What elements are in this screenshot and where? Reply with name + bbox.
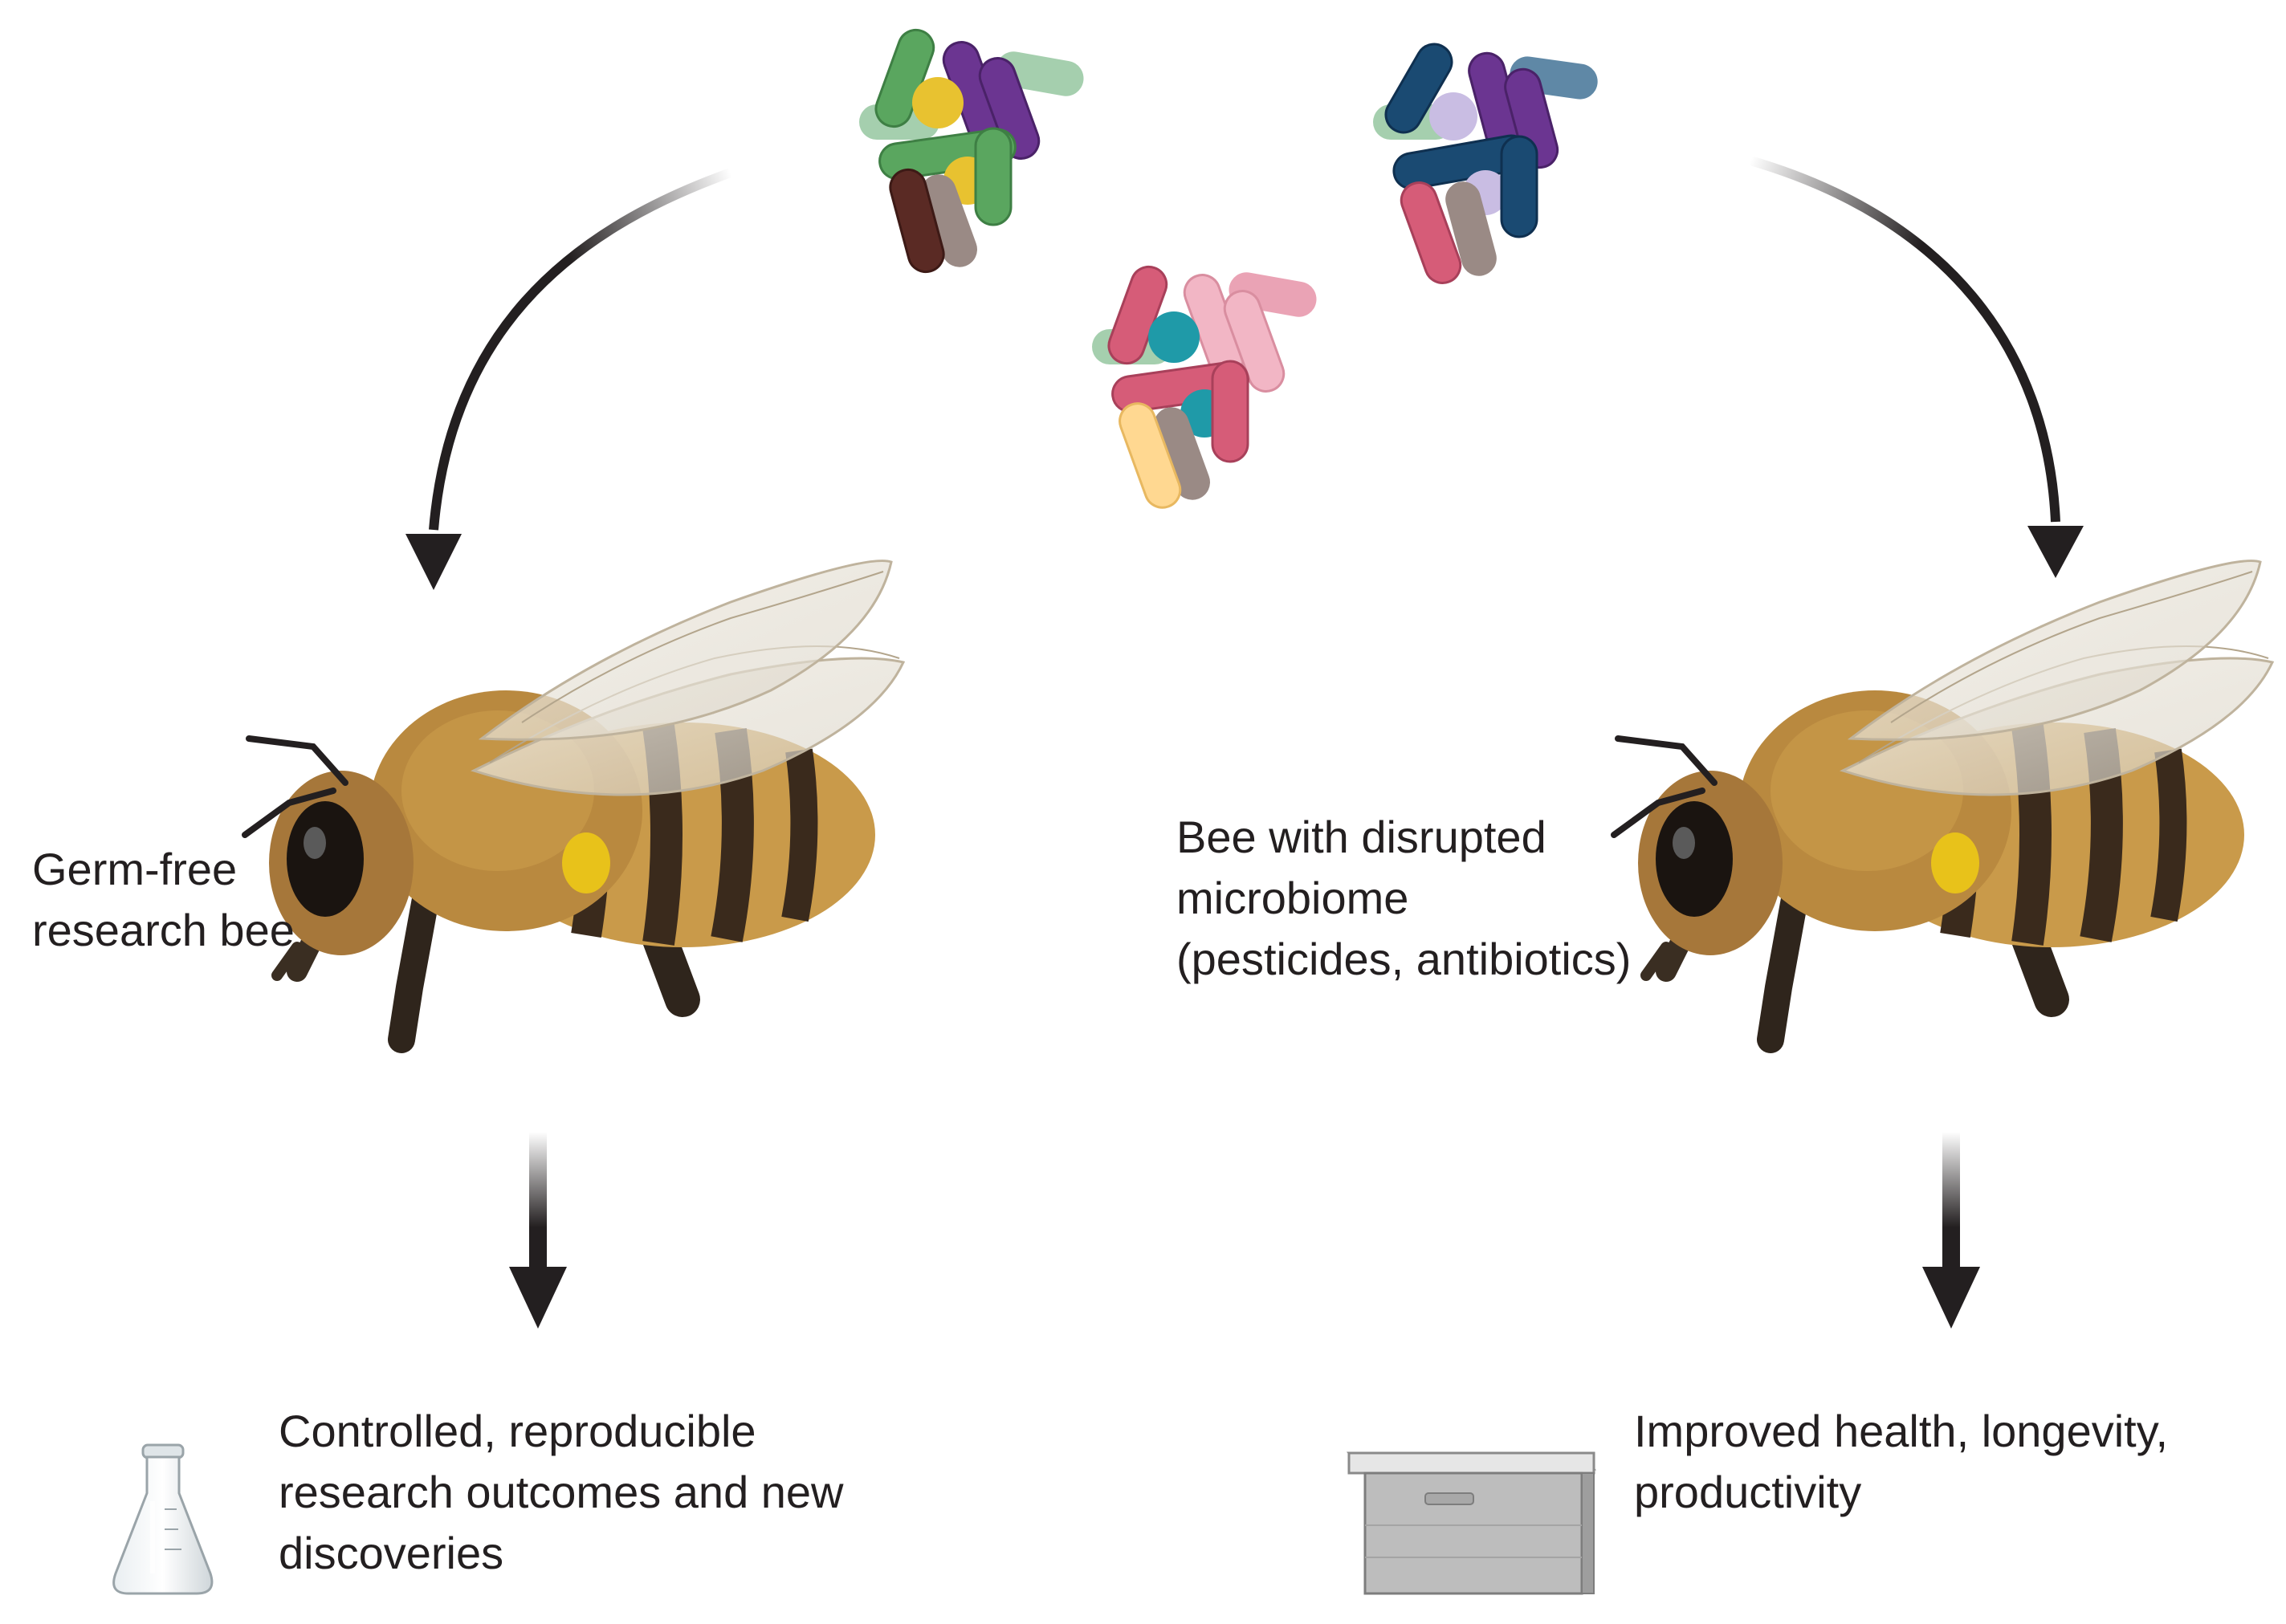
- label-line: discoveries: [279, 1528, 504, 1578]
- germ-free-bee-label: Germ-free research bee: [32, 839, 295, 961]
- health-outcome-label: Improved health, longevity, productivity: [1634, 1401, 2168, 1523]
- label-line: Controlled, reproducible: [279, 1406, 756, 1456]
- research-outcome-label: Controlled, reproducible research outcom…: [279, 1401, 844, 1584]
- disrupted-microbiome-bee-illustration: [1614, 561, 2272, 1040]
- germ-free-bee-illustration: [245, 561, 903, 1040]
- label-line: Bee with disrupted: [1176, 812, 1546, 862]
- label-line: research outcomes and new: [279, 1467, 844, 1517]
- bacteria-cluster-pink-teal: [1092, 265, 1317, 509]
- label-line: productivity: [1634, 1467, 1862, 1517]
- bacteria-cluster-blue-purple: [1373, 43, 1598, 284]
- label-line: Improved health, longevity,: [1634, 1406, 2169, 1456]
- disrupted-microbiome-bee-label: Bee with disrupted microbiome (pesticide…: [1176, 807, 1631, 990]
- label-line: microbiome: [1176, 873, 1409, 923]
- flask-icon: [112, 1443, 214, 1595]
- label-line: (pesticides, antibiotics): [1176, 934, 1632, 984]
- curved-arrow-right: [1749, 156, 2084, 578]
- down-arrow-right: [1922, 1132, 1980, 1329]
- beehive-box-icon: [1347, 1451, 1596, 1595]
- label-line: research bee: [32, 905, 295, 955]
- down-arrow-left: [509, 1132, 567, 1329]
- label-line: Germ-free: [32, 844, 238, 894]
- curved-arrow-left: [405, 168, 733, 590]
- bacteria-cluster-green-purple: [859, 28, 1084, 274]
